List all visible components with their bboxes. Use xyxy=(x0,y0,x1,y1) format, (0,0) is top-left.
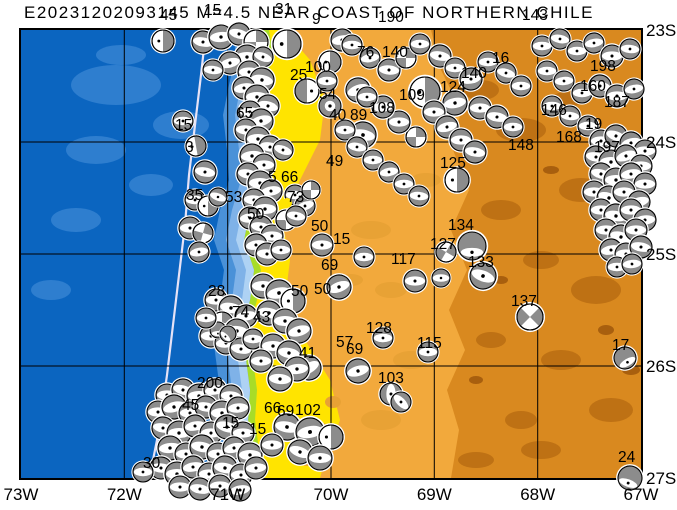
lon-axis-label: 72W xyxy=(107,485,142,504)
map-frame xyxy=(19,28,643,480)
lon-axis-label: 67W xyxy=(624,485,659,504)
lon-axis-label: 71W xyxy=(210,485,245,504)
lat-axis-label: 23S xyxy=(646,21,676,40)
lon-axis-label: 68W xyxy=(520,485,555,504)
lat-axis-label: 27S xyxy=(646,469,676,488)
lon-axis-label: 69W xyxy=(417,485,452,504)
lat-axis-label: 24S xyxy=(646,133,676,152)
lon-axis-label: 73W xyxy=(4,485,39,504)
map-terrain xyxy=(21,30,641,478)
map-title: E20231202093145 M=4.5 NEAR COAST OF NORT… xyxy=(24,3,594,22)
lat-axis-label: 25S xyxy=(646,245,676,264)
lat-axis-label: 26S xyxy=(646,357,676,376)
lon-axis-label: 70W xyxy=(314,485,349,504)
